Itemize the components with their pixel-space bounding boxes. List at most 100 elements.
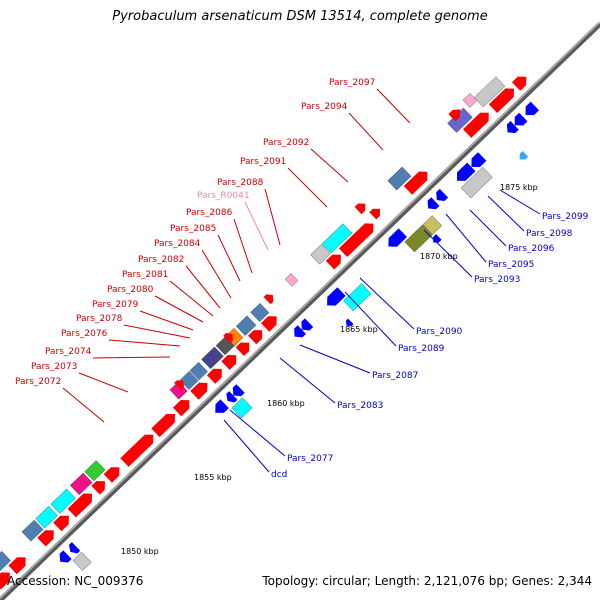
gene-label-reverse: Pars_2077	[287, 454, 333, 464]
gene-leader-line	[376, 88, 411, 124]
reverse-gene-block	[72, 551, 92, 571]
forward-gene-block	[189, 361, 208, 381]
forward-gene-arrow	[403, 171, 428, 195]
reverse-gene-arrow-small	[345, 318, 354, 327]
gene-leader-line	[62, 387, 105, 423]
forward-gene-block	[250, 303, 270, 322]
forward-gene-arrow	[103, 467, 120, 483]
genome-summary-label: Topology: circular; Length: 2,121,076 bp…	[262, 574, 592, 588]
gene-leader-line	[423, 229, 473, 278]
gene-leader-line	[185, 265, 221, 309]
scale-tick-label: 1865 kbp	[340, 325, 378, 334]
reverse-gene-arrow	[215, 399, 229, 413]
gene-label-forward: Pars_2084	[154, 239, 201, 249]
forward-gene-arrow-small	[369, 208, 380, 220]
forward-gene-arrow	[261, 316, 277, 332]
gene-label-reverse: Pars_2098	[526, 229, 573, 239]
reverse-gene-arrow	[294, 325, 306, 338]
gene-label-forward: Pars_2079	[92, 300, 139, 310]
forward-gene-arrow	[248, 330, 263, 345]
reverse-gene-arrow-small	[433, 234, 442, 243]
gene-label-reverse: dcd	[271, 470, 287, 480]
gene-leader-line	[299, 344, 371, 374]
reverse-gene-arrow	[232, 384, 245, 397]
forward-gene-block	[69, 472, 93, 496]
forward-gene-arrow	[173, 400, 190, 417]
gene-label-forward: Pars_2073	[31, 362, 77, 372]
gene-label-forward: Pars_2091	[240, 157, 286, 167]
forward-gene-block	[473, 76, 506, 108]
gene-leader-line	[139, 310, 194, 331]
gene-leader-line	[344, 291, 397, 347]
reverse-gene-block	[343, 283, 372, 312]
forward-gene-block	[0, 550, 11, 572]
scale-tick-label: 1850 kbp	[121, 547, 159, 556]
gene-leader-line	[78, 372, 129, 393]
gene-label-reverse: Pars_2087	[372, 371, 418, 381]
reverse-gene-arrow	[427, 197, 440, 210]
forward-gene-block	[84, 460, 106, 482]
gene-leader-line	[92, 356, 171, 359]
forward-gene-arrow	[235, 342, 250, 356]
forward-gene-arrow	[512, 76, 527, 91]
gene-leader-line	[201, 249, 232, 299]
forward-gene-block	[201, 346, 224, 370]
gene-label-forward: Pars_2078	[76, 314, 123, 324]
reverse-gene-arrow	[457, 162, 476, 181]
reverse-gene-arrow	[525, 101, 539, 116]
gene-leader-line	[217, 234, 241, 282]
forward-gene-arrow	[221, 355, 237, 370]
genome-backbone	[0, 22, 600, 604]
forward-gene-block	[179, 370, 199, 390]
gene-label-forward: Pars_R0041	[197, 191, 250, 201]
gene-leader-line	[229, 409, 286, 457]
forward-gene-arrow-small	[354, 203, 366, 215]
gene-leader-line	[279, 357, 336, 404]
map-title: Pyrobaculum arsenaticum DSM 13514, compl…	[112, 9, 488, 24]
forward-gene-arrow	[190, 382, 208, 400]
reverse-gene-arrow	[327, 287, 346, 306]
gene-label-reverse: Pars_2093	[474, 275, 520, 285]
gene-label-forward: Pars_2072	[15, 377, 61, 387]
accession-label: Accession: NC_009376	[7, 574, 144, 588]
genome-backbone-highlight	[0, 21, 600, 600]
gene-label-forward: Pars_2086	[186, 208, 233, 218]
rna-feature	[462, 93, 478, 108]
forward-gene-arrow-small	[223, 333, 233, 343]
gene-leader-line	[244, 201, 269, 251]
gene-leader-line	[499, 189, 541, 215]
gene-label-forward: Pars_2088	[217, 178, 264, 188]
reverse-gene-arrow	[301, 318, 314, 331]
gene-leader-line	[487, 195, 525, 232]
gene-leader-line	[310, 148, 349, 183]
forward-gene-block	[321, 223, 353, 254]
forward-gene-block	[225, 327, 244, 347]
gene-leader-line	[287, 167, 328, 208]
gene-label-reverse: Pars_2083	[337, 401, 383, 411]
forward-gene-arrow	[53, 515, 69, 532]
gene-label-reverse: Pars_2099	[542, 212, 589, 222]
gene-leader-line	[348, 112, 384, 151]
gene-leader-line	[154, 295, 204, 323]
scale-tick-label: 1855 kbp	[194, 473, 232, 482]
forward-gene-arrow	[37, 530, 54, 547]
forward-gene-arrow-small	[174, 380, 184, 391]
forward-gene-block	[310, 244, 331, 265]
gene-label-forward: Pars_2081	[122, 270, 168, 280]
gene-label-reverse: Pars_2095	[488, 260, 534, 270]
forward-gene-arrow	[151, 413, 175, 438]
reverse-gene-arrow	[388, 228, 407, 247]
forward-gene-arrow	[120, 434, 154, 467]
gene-leader-line	[469, 209, 507, 247]
forward-gene-arrow-small	[448, 109, 461, 122]
forward-gene-block	[387, 166, 412, 191]
scale-tick-label: 1860 kbp	[267, 399, 305, 408]
reverse-gene-arrow	[59, 550, 72, 563]
forward-gene-arrow	[206, 368, 222, 384]
forward-gene-arrow	[488, 88, 514, 113]
gene-label-forward: Pars_2092	[263, 138, 309, 148]
forward-gene-arrow-small	[263, 294, 274, 305]
forward-gene-arrow	[67, 493, 92, 518]
